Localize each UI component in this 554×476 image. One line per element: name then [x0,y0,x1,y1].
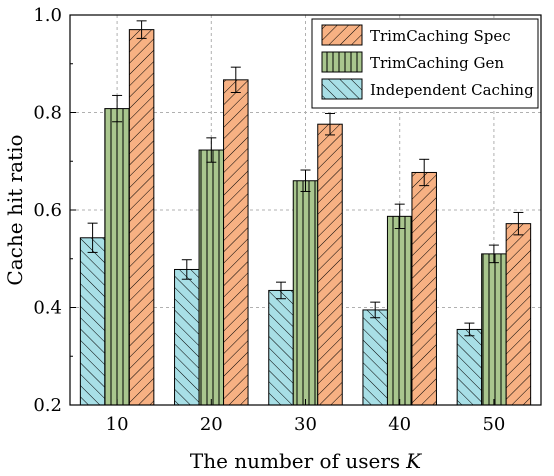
legend-swatch [321,78,363,100]
legend-swatch [321,51,363,73]
plot-area-frame [69,14,542,406]
bar [456,328,483,406]
bar [128,29,155,406]
bar [481,253,507,406]
x-axis-label-variable: K [405,449,422,473]
y-axis-label: Cache hit ratio [3,134,27,285]
legend-swatch [321,24,363,46]
bars [79,20,532,406]
x-tick-label: 10 [106,414,129,435]
bar [268,289,294,406]
bar [411,171,437,406]
bar [386,215,413,406]
legend: TrimCaching Spec TrimCaching Gen Independe… [311,18,539,109]
x-tick-label: 40 [388,414,411,435]
bar [79,237,106,406]
y-tick-label: 1.0 [33,5,62,26]
y-tick-label: 0.4 [33,298,62,319]
bar [223,79,249,406]
y-tick-label: 0.2 [33,395,62,416]
x-axis-label-text: The number of users [190,449,400,473]
x-tick-label: 20 [200,414,223,435]
y-tick-label: 0.8 [33,103,62,124]
bar [505,223,532,406]
x-tick-label: 30 [294,414,317,435]
bar [317,123,343,406]
bar [174,268,200,406]
legend-label: Independent Caching [370,81,534,99]
legend-label: TrimCaching Spec [370,27,511,45]
x-axis-label: The number of users K [190,449,422,473]
x-tick-label: 50 [482,414,505,435]
y-tick-label: 0.6 [33,200,62,221]
bar [104,108,130,406]
bar [362,309,388,406]
legend-label: TrimCaching Gen [370,54,504,72]
bar [198,149,225,406]
bar [292,180,319,406]
